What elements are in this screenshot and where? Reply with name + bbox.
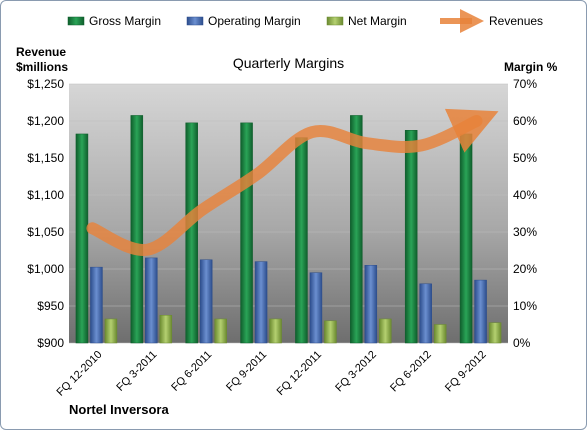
gross-margin-bar (350, 115, 363, 344)
legend-label-gross-margin: Gross Margin (89, 14, 161, 28)
x-tick-label: FQ 9-2011 (224, 349, 269, 394)
revenues-line-path (86, 108, 499, 256)
right-tick-label: 60% (513, 114, 537, 128)
legend-label-revenues: Revenues (489, 14, 543, 28)
operating-margin-bar (90, 266, 103, 344)
operating-margin-bar (145, 257, 158, 344)
left-tick-label: $1,000 (27, 262, 64, 276)
legend-item-revenues: Revenues (440, 9, 543, 33)
right-tick-label: 0% (513, 336, 531, 350)
net-margin-bar (433, 324, 447, 344)
gross-margin-bar (459, 133, 473, 344)
x-tick-label: FQ 6-2011 (169, 349, 214, 394)
operating-margin-bar (199, 259, 213, 344)
gross-margin-bar (75, 133, 89, 344)
operating-margin-bar (474, 279, 487, 344)
right-axis-label: Margin % (504, 60, 558, 74)
bars (75, 115, 502, 344)
legend: Gross Margin Operating Margin Net Margin… (67, 9, 543, 33)
left-axis-label-line2: $millions (16, 60, 68, 74)
operating-margin-bar (254, 261, 268, 344)
right-tick-label: 30% (513, 225, 537, 239)
net-margin-bar (104, 318, 118, 344)
x-tick-label: FQ 6-2012 (388, 349, 434, 395)
x-tick-label: FQ 9-2012 (443, 349, 489, 395)
legend-item-net-margin: Net Margin (326, 14, 407, 28)
net-margin-bar (324, 320, 337, 344)
right-tick-label: 70% (513, 77, 537, 91)
x-tick-label: FQ 3-2011 (114, 349, 159, 394)
gross-margin-bar (295, 137, 308, 344)
gross-margin-bar (185, 122, 198, 344)
legend-swatch-gross-margin (67, 16, 85, 26)
right-tick-label: 40% (513, 188, 537, 202)
operating-margin-bar (364, 265, 378, 344)
legend-label-operating-margin: Operating Margin (208, 14, 301, 28)
right-tick-label: 20% (513, 262, 537, 276)
left-axis-ticks: $900 $950 $1,000 $1,050 $1,100 $1,150 $1,200 $1… (27, 77, 64, 350)
legend-swatch-operating-margin (186, 16, 204, 26)
chart-title: Quarterly Margins (233, 55, 344, 71)
left-tick-label: $1,100 (27, 188, 64, 202)
gross-margin-bar (130, 115, 144, 344)
right-tick-label: 10% (513, 299, 537, 313)
left-tick-label: $1,200 (27, 114, 64, 128)
gross-margin-bar (404, 130, 418, 344)
x-axis-ticks: FQ 12-2010 FQ 3-2011 FQ 6-2011 FQ 9-2011 FQ … (55, 349, 489, 399)
legend-label-net-margin: Net Margin (348, 14, 407, 28)
left-tick-label: $1,050 (27, 225, 64, 239)
net-margin-bar (159, 315, 173, 344)
net-margin-bar (269, 318, 282, 344)
gross-margin-bar (240, 122, 253, 344)
legend-item-gross-margin: Gross Margin (67, 14, 161, 28)
left-axis-label-line1: Revenue (16, 45, 66, 59)
legend-item-operating-margin: Operating Margin (186, 14, 301, 28)
right-axis-ticks: 0% 10% 20% 30% 40% 50% 60% 70% (513, 77, 537, 350)
x-tick-label: FQ 12-2011 (275, 349, 324, 398)
x-tick-label: FQ 12-2010 (55, 349, 105, 399)
operating-margin-bar (419, 283, 432, 344)
net-margin-bar (214, 318, 227, 344)
right-tick-label: 50% (513, 151, 537, 165)
net-margin-bar (488, 322, 502, 344)
left-tick-label: $950 (37, 299, 64, 313)
left-tick-label: $1,250 (27, 77, 64, 91)
company-name: Nortel Inversora (69, 402, 169, 417)
left-tick-label: $1,150 (27, 151, 64, 165)
net-margin-bar (379, 318, 392, 344)
x-tick-label: FQ 3-2012 (333, 349, 379, 395)
left-tick-label: $900 (37, 336, 64, 350)
operating-margin-bar (309, 272, 323, 344)
revenue-line (86, 108, 499, 256)
legend-swatch-net-margin (326, 16, 344, 26)
